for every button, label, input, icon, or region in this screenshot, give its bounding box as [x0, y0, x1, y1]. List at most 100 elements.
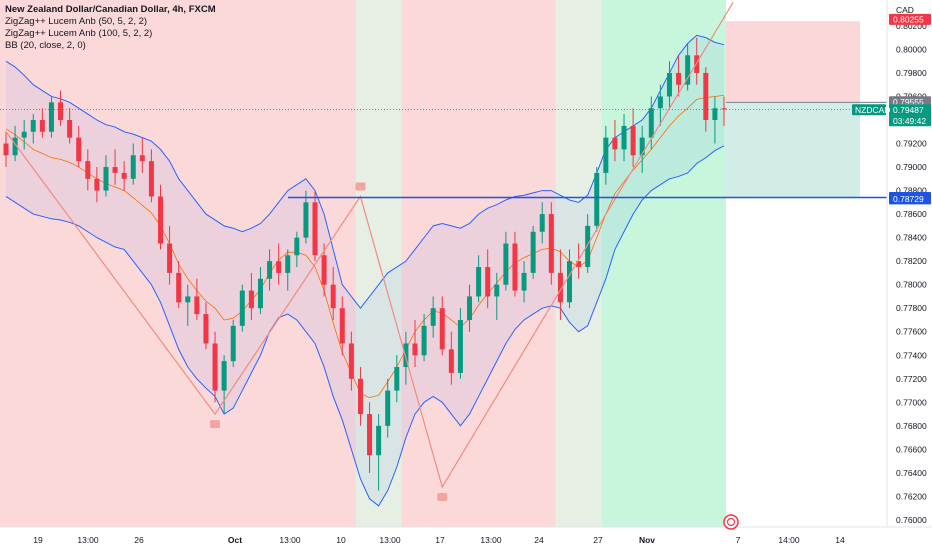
price-tag-value: 0.80255 — [893, 15, 924, 25]
candle — [621, 114, 627, 162]
candle-body — [321, 255, 327, 285]
time-tick-label: 10 — [336, 535, 346, 545]
candle-body — [121, 172, 127, 179]
candle-body — [112, 167, 118, 173]
price-tick-label: 0.78600 — [896, 209, 927, 219]
candle — [530, 225, 536, 279]
time-tick-label: 14:00 — [778, 535, 800, 545]
candle-body — [48, 102, 54, 132]
candle-body — [676, 72, 682, 85]
candle-body — [148, 161, 154, 197]
price-tick-label: 0.77400 — [896, 350, 927, 360]
zigzag-line — [5, 2, 734, 489]
candle-body — [30, 119, 36, 132]
time-tick-label: 19 — [33, 535, 43, 545]
candle — [176, 261, 182, 309]
time-axis: 19 13:00 26 Oct 13:00 10 13:00 17 13:00 24 27 Nov 7 1… — [33, 535, 845, 545]
candle — [312, 190, 318, 262]
candle-body — [21, 131, 27, 138]
candle — [130, 143, 136, 185]
candle — [76, 125, 82, 168]
indicator-zigzag-100[interactable]: ZigZag++ Lucem Anb (100, 5, 2, 2) — [5, 28, 153, 39]
candle — [648, 96, 654, 150]
horizontal-levels — [0, 108, 887, 199]
candle-body — [476, 267, 482, 297]
candle — [367, 402, 373, 473]
replay-icon[interactable] — [723, 514, 739, 530]
candle — [412, 319, 418, 368]
price-tick-label: 0.76400 — [896, 468, 927, 478]
candle-body — [239, 290, 245, 326]
candle — [694, 37, 700, 85]
candle — [457, 308, 463, 379]
candle-body — [58, 102, 64, 120]
candle — [685, 43, 691, 91]
candle-body — [521, 272, 527, 291]
candle — [630, 108, 636, 168]
candle-body — [139, 155, 145, 162]
candle — [112, 149, 118, 185]
candle — [167, 225, 173, 285]
candle — [421, 314, 427, 362]
position-target-zone[interactable] — [726, 21, 860, 103]
candle — [548, 202, 554, 285]
background-zones — [0, 0, 726, 527]
candle — [539, 202, 545, 244]
candle — [503, 231, 509, 291]
candle-body — [76, 137, 82, 162]
candle — [448, 331, 454, 385]
candle — [476, 255, 482, 303]
time-tick-label: 13:00 — [279, 535, 301, 545]
price-tick-label: 0.79000 — [896, 162, 927, 172]
candle-body — [94, 178, 100, 191]
candle — [39, 108, 45, 138]
candle — [48, 96, 54, 138]
candle-body — [485, 267, 491, 297]
candle-body — [512, 243, 518, 291]
candle — [139, 137, 145, 173]
candle-body — [285, 255, 291, 273]
bb-fill — [6, 35, 724, 506]
candle-body — [203, 314, 209, 344]
zigzag-pivot-label — [437, 493, 448, 502]
candle — [21, 119, 27, 150]
candle — [576, 243, 582, 279]
candle-body — [267, 261, 273, 279]
candle-body — [339, 308, 345, 344]
candle-body — [703, 72, 709, 120]
candle-body — [639, 137, 645, 156]
candle-body — [621, 125, 627, 150]
zigzag-lines — [5, 2, 734, 502]
candle-body — [67, 119, 73, 138]
candle-body — [503, 243, 509, 285]
price-tag-value: 0.79487 — [893, 105, 924, 115]
price-tick-label: 0.77800 — [896, 303, 927, 313]
symbol-title: New Zealand Dollar/Canadian Dollar, 4h, … — [5, 4, 216, 15]
candle-body — [439, 308, 445, 350]
candle-body — [594, 172, 600, 226]
candle-body — [694, 55, 700, 73]
candle-body — [357, 378, 363, 415]
candle — [212, 331, 218, 403]
candle — [521, 261, 527, 303]
candle — [439, 296, 445, 356]
indicator-bb[interactable]: BB (20, close, 2, 0) — [5, 40, 86, 51]
candle — [30, 114, 36, 144]
price-tag-countdown: 03:49:42 — [893, 116, 926, 126]
position-stop-zone[interactable] — [726, 102, 860, 198]
price-tag-value: 0.78729 — [893, 194, 924, 204]
candle-body — [585, 225, 591, 268]
candle-body — [666, 72, 672, 97]
price-tick-label: 0.78400 — [896, 233, 927, 243]
indicator-zigzag-50[interactable]: ZigZag++ Lucem Anb (50, 5, 2, 2) — [5, 16, 148, 27]
price-tick-label: 0.79800 — [896, 68, 927, 78]
candle — [512, 231, 518, 297]
time-tick-label: Oct — [228, 535, 242, 545]
time-tick-label: 24 — [534, 535, 544, 545]
candle — [103, 155, 109, 197]
candle — [94, 167, 100, 203]
candle-body — [176, 272, 182, 303]
zigzag-pivot-label — [210, 420, 221, 429]
